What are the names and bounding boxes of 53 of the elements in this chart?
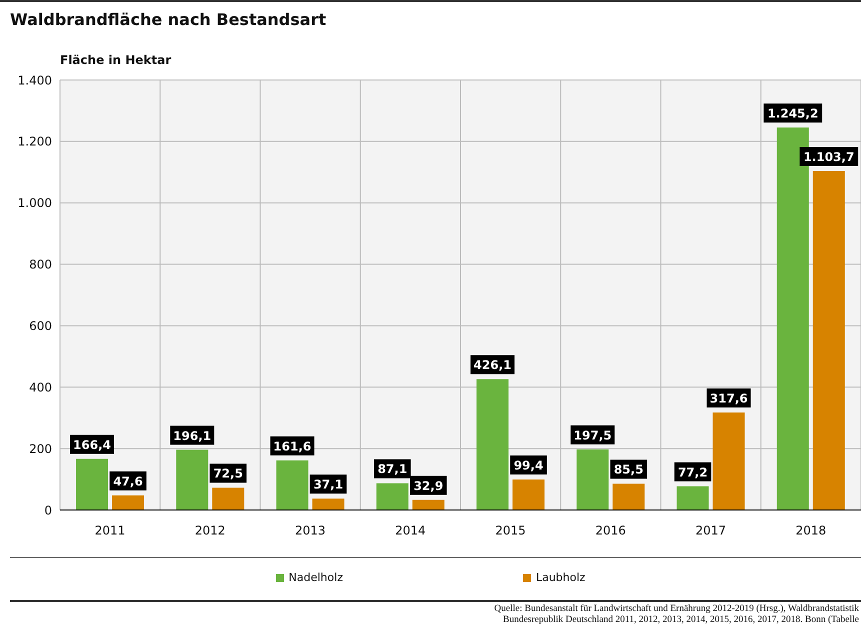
bar [512,479,545,510]
bar [412,500,444,510]
data-label: 47,6 [113,474,143,488]
y-tick-label: 800 [29,258,52,272]
bar [276,460,308,510]
y-tick-label: 600 [29,318,52,333]
bar [712,412,745,510]
data-label: 72,5 [213,466,243,481]
x-tick-label: 2013 [295,524,326,538]
y-tick-label: 400 [29,380,52,394]
legend-label: Laubholz [536,571,586,584]
data-label: 161,6 [273,439,312,454]
bar [576,449,609,510]
x-tick-label: 2011 [94,524,126,538]
data-label: 197,5 [574,428,612,442]
bar [676,486,709,510]
data-label: 1.103,7 [803,150,854,164]
data-label: 37,1 [313,478,344,492]
data-label: 166,4 [73,438,112,452]
data-label: 426,1 [474,358,512,372]
data-label: 77,2 [678,465,708,480]
data-label: 196,1 [173,428,212,443]
source-note: Quelle: Bundesanstalt für Landwirtschaft und Ernährung 2012-2019 (Hrsg.), Waldbrandstatistik [494,604,859,615]
data-label: 1.245,2 [767,106,818,121]
data-label: 87,1 [378,462,408,476]
y-axis-title: Fläche in Hektar [60,53,172,67]
y-tick-label: 1.400 [18,73,52,88]
data-label: 85,5 [614,462,644,477]
chart-title: Waldbrandfläche nach Bestandsart [10,10,326,29]
data-label: 32,9 [414,478,444,493]
x-tick-label: 2016 [595,524,626,538]
data-label: 317,6 [710,391,748,406]
x-tick-label: 2012 [194,524,226,538]
bar [112,495,144,510]
bar [476,379,509,510]
y-tick-label: 0 [44,503,52,518]
x-tick-label: 2018 [796,524,826,538]
bar [812,171,845,510]
y-tick-label: 1.000 [18,196,52,210]
bar [212,488,244,510]
bar [312,498,344,510]
data-label: 99,4 [514,458,544,472]
x-tick-label: 2014 [395,524,426,538]
legend-label: Nadelholz [288,571,343,584]
bar [612,484,645,510]
text: Bundesrepublik Deutschland 2011, 2012, 2013, 2014, 2015, 2016, 2017, 2018. Bonn (Tabelle [502,615,859,626]
x-tick-label: 2015 [495,524,526,538]
bar [376,483,408,510]
x-tick-label: 2017 [696,524,726,538]
bar [176,450,208,510]
y-tick-label: 200 [29,442,52,456]
bar [76,458,108,510]
y-tick-label: 1.200 [18,134,52,149]
